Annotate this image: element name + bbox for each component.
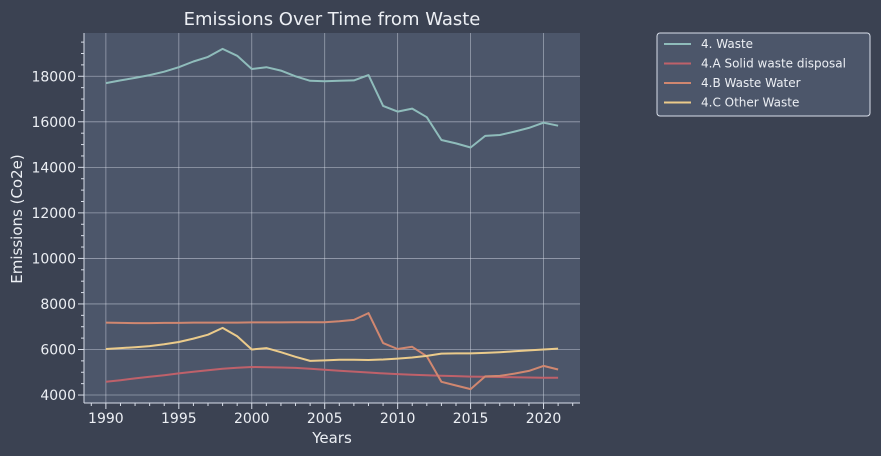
- x-tick-label: 2015: [453, 411, 489, 427]
- series-line-1: [105, 47, 559, 149]
- y-tick-label: 12000: [31, 206, 76, 222]
- y-axis-ticks: 4000 6000 8000 10000 12000 14000 16000 18000: [31, 41, 84, 404]
- plot-area: [84, 33, 580, 403]
- x-tick-label: 2010: [380, 411, 416, 427]
- series-line-2: [105, 366, 559, 383]
- axes: [83, 33, 580, 404]
- legend-label: 4.B Waste Water: [701, 76, 801, 90]
- series-line-4: [105, 326, 559, 362]
- y-tick-label: 16000: [31, 115, 76, 131]
- y-tick-label: 8000: [40, 297, 76, 313]
- series-line-3: [105, 312, 559, 391]
- x-axis-ticks: 1990 1995 2000 2005 2010 2015 2020: [88, 403, 574, 427]
- y-tick-label: 18000: [31, 69, 76, 85]
- y-axis-label: Emissions (Co2e): [8, 154, 26, 283]
- legend-label: 4.A Solid waste disposal: [701, 57, 846, 71]
- y-tick-label: 6000: [40, 342, 76, 358]
- series-lines: [105, 47, 559, 391]
- x-tick-label: 2020: [526, 411, 562, 427]
- chart-title: Emissions Over Time from Waste: [184, 9, 481, 30]
- y-tick-label: 10000: [31, 251, 76, 267]
- y-tick-label: 4000: [40, 388, 76, 404]
- x-tick-label: 1995: [161, 411, 197, 427]
- y-tick-label: 14000: [31, 160, 76, 176]
- x-tick-label: 2005: [307, 411, 343, 427]
- legend: 4. Waste 4.A Solid waste disposal 4.B Wast…: [656, 32, 871, 117]
- x-axis-label: Years: [311, 429, 352, 447]
- legend-box: [656, 32, 871, 117]
- x-tick-label: 2000: [234, 411, 270, 427]
- legend-label: 4.C Other Waste: [701, 96, 799, 110]
- grid-lines: [84, 33, 580, 403]
- x-tick-label: 1990: [88, 411, 124, 427]
- legend-label: 4. Waste: [701, 37, 753, 51]
